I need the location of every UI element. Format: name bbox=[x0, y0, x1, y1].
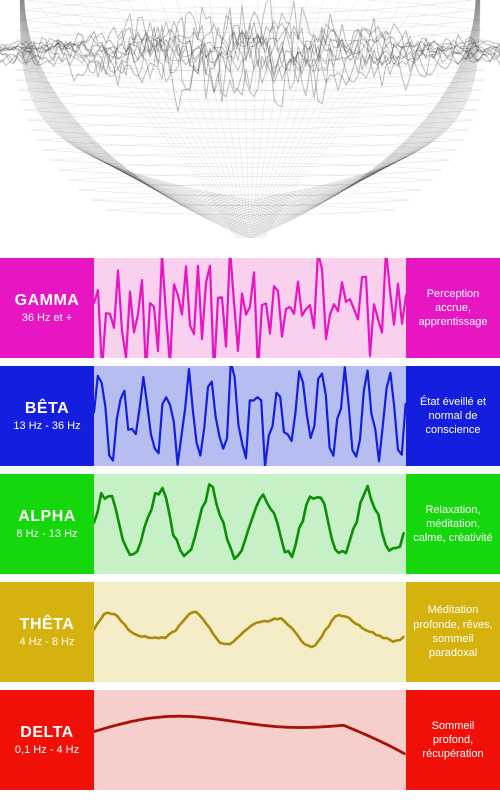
wave-description: Perception accrue, apprentissage bbox=[410, 287, 496, 330]
wave-label-left-alpha: ALPHA 8 Hz - 13 Hz bbox=[0, 474, 94, 574]
wave-label-right-theta: Méditation profonde, rêves, sommeil para… bbox=[406, 582, 500, 682]
wave-label-left-delta: DELTA 0,1 Hz - 4 Hz bbox=[0, 690, 94, 790]
wave-name: DELTA bbox=[20, 724, 73, 742]
wave-label-left-theta: THÊTA 4 Hz - 8 Hz bbox=[0, 582, 94, 682]
brainwave-head-illustration bbox=[0, 0, 500, 254]
wave-row-delta: DELTA 0,1 Hz - 4 Hz Sommeil profond, récup… bbox=[0, 690, 500, 790]
wave-description: État éveillé et normal de conscience bbox=[410, 395, 496, 438]
wave-name: BÊTA bbox=[25, 400, 69, 418]
brainwaves-table: GAMMA 36 Hz et + Perception accrue, appren… bbox=[0, 254, 500, 794]
wave-description: Relaxation, méditation, calme, créativit… bbox=[410, 503, 496, 546]
wave-label-right-delta: Sommeil profond, récupération bbox=[406, 690, 500, 790]
wave-frequency: 13 Hz - 36 Hz bbox=[13, 420, 80, 432]
wave-row-alpha: ALPHA 8 Hz - 13 Hz Relaxation, méditation,… bbox=[0, 474, 500, 574]
wave-description: Méditation profonde, rêves, sommeil para… bbox=[410, 603, 496, 660]
wave-description: Sommeil profond, récupération bbox=[410, 719, 496, 762]
wave-graph-theta bbox=[94, 582, 406, 682]
wave-label-right-beta: État éveillé et normal de conscience bbox=[406, 366, 500, 466]
wave-frequency: 36 Hz et + bbox=[22, 312, 72, 324]
wave-name: GAMMA bbox=[15, 292, 80, 310]
wave-name: ALPHA bbox=[18, 508, 76, 526]
wave-row-beta: BÊTA 13 Hz - 36 Hz État éveillé et normal … bbox=[0, 366, 500, 466]
wave-frequency: 4 Hz - 8 Hz bbox=[19, 636, 74, 648]
wave-frequency: 8 Hz - 13 Hz bbox=[16, 528, 77, 540]
wave-graph-gamma bbox=[94, 258, 406, 358]
wave-label-right-alpha: Relaxation, méditation, calme, créativit… bbox=[406, 474, 500, 574]
wave-label-left-beta: BÊTA 13 Hz - 36 Hz bbox=[0, 366, 94, 466]
wave-row-gamma: GAMMA 36 Hz et + Perception accrue, appren… bbox=[0, 258, 500, 358]
wave-label-left-gamma: GAMMA 36 Hz et + bbox=[0, 258, 94, 358]
wave-label-right-gamma: Perception accrue, apprentissage bbox=[406, 258, 500, 358]
wave-frequency: 0,1 Hz - 4 Hz bbox=[15, 744, 79, 756]
wave-graph-beta bbox=[94, 366, 406, 466]
wave-graph-alpha bbox=[94, 474, 406, 574]
wave-row-theta: THÊTA 4 Hz - 8 Hz Méditation profonde, rêv… bbox=[0, 582, 500, 682]
wave-graph-delta bbox=[94, 690, 406, 790]
wave-name: THÊTA bbox=[20, 616, 75, 634]
